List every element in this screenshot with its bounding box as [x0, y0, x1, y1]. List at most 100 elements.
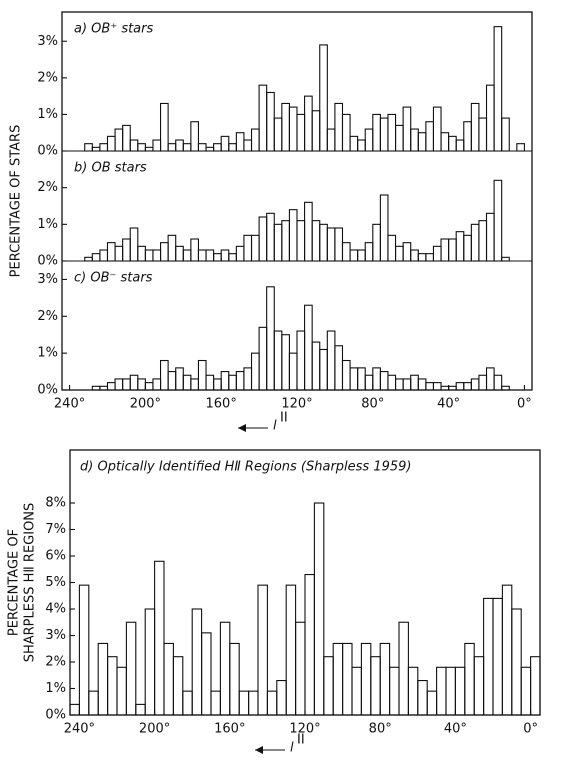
bar — [372, 223, 381, 262]
bar — [455, 231, 465, 262]
bar — [501, 584, 513, 716]
bar — [311, 220, 321, 262]
bar — [425, 382, 435, 391]
bar — [122, 124, 131, 152]
bar — [379, 117, 389, 152]
bar — [334, 102, 344, 152]
bar — [248, 690, 259, 716]
bar — [319, 223, 328, 262]
bar — [220, 371, 230, 391]
bar — [304, 573, 315, 716]
bar — [326, 227, 336, 262]
bar — [454, 666, 466, 716]
bar — [463, 234, 472, 262]
bar — [387, 234, 397, 262]
panel-title: a) OB⁺ stars — [74, 22, 153, 37]
bar — [485, 367, 495, 391]
bar — [357, 249, 366, 262]
bar — [250, 352, 260, 391]
bar — [493, 374, 503, 391]
bar — [326, 330, 336, 391]
bar — [436, 666, 447, 716]
y-tick-label: 2% — [37, 70, 58, 85]
bar — [417, 253, 427, 262]
bar — [197, 249, 207, 262]
bar — [163, 642, 174, 716]
bar — [250, 234, 260, 262]
bar — [78, 584, 90, 716]
x-label: l — [290, 741, 294, 756]
bar — [463, 121, 472, 152]
x-label-sup: II — [297, 733, 305, 748]
bar — [357, 367, 366, 391]
bar — [296, 220, 306, 262]
bar — [440, 132, 450, 152]
x-tick-label: 160° — [214, 722, 245, 737]
bar — [258, 216, 268, 262]
bar — [379, 642, 391, 716]
bar — [342, 642, 353, 716]
y-label: PERCENTAGE OF STARS — [9, 125, 24, 278]
bar — [182, 690, 193, 716]
x-tick-label: 0° — [523, 722, 538, 737]
bar — [311, 341, 321, 391]
x-tick-label: 160° — [206, 397, 237, 412]
x-tick-label: 80° — [369, 722, 392, 737]
bar — [190, 378, 200, 391]
bar — [266, 286, 275, 391]
bar — [243, 234, 253, 262]
y-tick-label: 0% — [37, 254, 58, 269]
bar — [364, 242, 374, 262]
bar — [219, 621, 231, 716]
bar — [154, 560, 165, 716]
y-tick-label: 1% — [37, 217, 58, 232]
bar — [266, 212, 275, 262]
bar — [235, 245, 245, 262]
bar — [228, 374, 237, 391]
bar — [417, 378, 427, 391]
bar — [493, 26, 503, 152]
bar — [402, 378, 412, 391]
bar — [432, 106, 442, 152]
bar — [125, 621, 137, 716]
bar — [122, 238, 131, 262]
bar — [205, 249, 215, 262]
bar — [266, 690, 278, 716]
bar — [144, 382, 154, 391]
bar — [364, 374, 374, 391]
bar — [288, 352, 298, 391]
bar — [137, 378, 146, 391]
x-tick-label: 120° — [281, 397, 312, 412]
bar — [243, 367, 253, 391]
bar — [129, 374, 139, 391]
x-tick-label: 40° — [444, 722, 467, 737]
bar — [407, 666, 419, 716]
bar — [97, 642, 109, 716]
x-tick-label: 200° — [130, 397, 161, 412]
bar — [341, 113, 351, 152]
bar — [288, 209, 298, 262]
bar — [144, 249, 154, 262]
bar — [313, 502, 325, 716]
bar — [417, 132, 427, 152]
bar — [501, 385, 510, 391]
bar — [323, 656, 334, 716]
bar — [258, 84, 268, 152]
bar — [389, 666, 400, 716]
bar — [394, 378, 404, 391]
bar — [370, 656, 381, 716]
bar — [440, 238, 450, 262]
bar — [273, 117, 283, 152]
bar — [410, 249, 419, 262]
bar — [159, 359, 169, 391]
bar — [235, 132, 245, 152]
bar — [334, 345, 344, 391]
bar — [387, 113, 397, 152]
x-tick-label: 240° — [54, 397, 85, 412]
bar — [152, 249, 162, 262]
bar — [288, 106, 298, 152]
y-tick-label: 3% — [37, 34, 58, 49]
y-tick-label: 1% — [45, 681, 66, 696]
bar — [266, 91, 275, 152]
bar — [304, 304, 313, 391]
